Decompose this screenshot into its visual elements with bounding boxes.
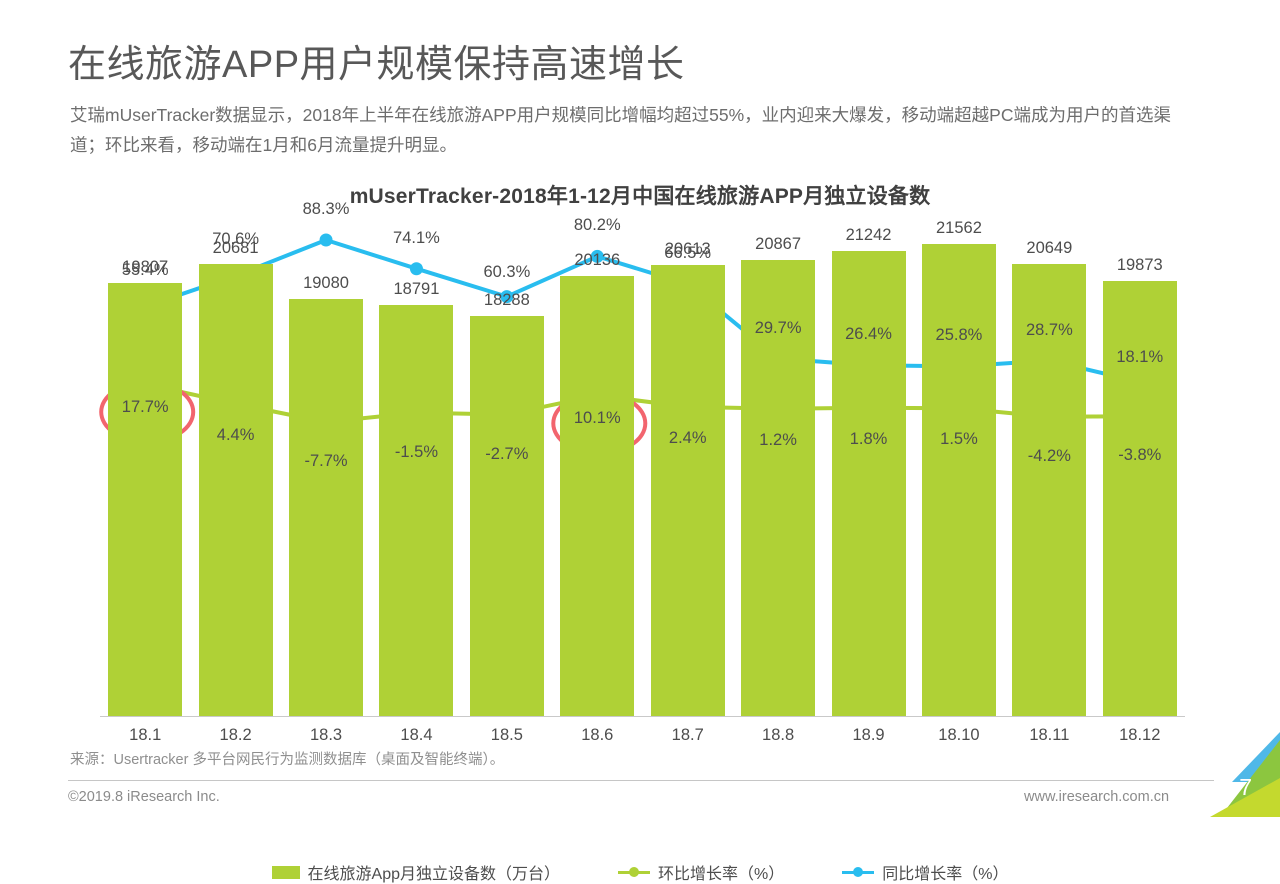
legend-bar-swatch-icon [271,865,300,879]
yoy-value-label: 25.8% [935,326,983,345]
bar-value-label: 19873 [1116,256,1163,275]
x-axis-label-18.8: 18.8 [762,726,795,744]
chart-plot-area: 19807 18.1 20681 18.2 19080 18.3 18791 18.4 1828… [99,200,1185,744]
yoy-data-point [409,262,423,276]
legend-label: 同比增长率（%） [882,866,1009,883]
bar-value-label: 19080 [303,273,349,292]
bar-18.9 [831,251,906,716]
legend-item-0[interactable]: 在线旅游App月独立设备数（万台） [271,860,560,884]
bar-18.1 [108,282,183,716]
bar-value-label: 20681 [212,238,259,257]
bar-18.4 [379,305,454,716]
yoy-value-label: 80.2% [573,216,621,235]
bar-value-label: 21562 [936,219,982,238]
yoy-value-label: 88.3% [302,200,350,218]
yoy-data-point [590,249,604,263]
yoy-value-label: 29.7% [754,318,802,337]
mom-value-label: -2.7% [485,444,529,463]
x-axis-label-18.11: 18.11 [1029,726,1070,744]
legend-line-swatch-icon [618,866,650,878]
x-axis-label-18.6: 18.6 [581,726,614,744]
bar-18.8 [741,259,816,716]
mom-value-label: 1.5% [940,430,978,449]
bar-18.11 [1012,264,1087,716]
bar-value-label: 21242 [845,226,892,245]
bar-value-label: 18791 [393,280,440,299]
chart-container: mUserTracker-2018年1-12月中国在线旅游APP月独立设备数 1… [0,160,1280,883]
legend-line-swatch-icon [842,866,875,878]
bar-18.5 [469,316,544,716]
page-subtitle: 艾瑞mUserTracker数据显示，2018年上半年在线旅游APP用户规模同比… [70,104,1171,155]
website-text: www.iresearch.com.cn [1024,789,1170,805]
mom-value-label: 1.8% [849,429,888,448]
legend-item-1[interactable]: 环比增长率（%） [618,860,784,884]
mom-value-label: 17.7% [121,398,169,416]
yoy-value-label: 70.6% [212,229,259,248]
mom-value-label: -7.7% [304,452,348,470]
x-axis-label-18.9: 18.9 [852,726,885,744]
bar-value-label: 18288 [483,291,530,310]
yoy-value-label: 55.4% [121,260,169,279]
x-axis-label-18.2: 18.2 [219,726,252,744]
copyright-text: ©2019.8 iResearch Inc. [68,789,220,805]
footer-divider [68,780,1214,781]
yoy-value-label: 60.3% [483,262,531,281]
yoy-value-label: 28.7% [1025,320,1073,339]
mom-value-label: 10.1% [573,409,621,428]
x-axis-label-18.4: 18.4 [400,726,433,744]
mom-value-label: 4.4% [216,425,255,444]
bar-18.3 [289,298,364,716]
slide: 在线旅游APP用户规模保持高速增长 艾瑞mUserTracker数据显示，201… [0,44,1280,883]
bar-18.10 [921,244,996,716]
yoy-value-label: 26.4% [845,325,892,344]
yoy-value-label: 74.1% [393,228,440,247]
bar-value-label: 20613 [664,240,711,259]
page-title: 在线旅游APP用户规模保持高速增长 [68,44,685,87]
x-axis-label-18.1: 18.1 [129,726,162,744]
x-axis-label-18.5: 18.5 [490,726,523,744]
bar-value-label: 20867 [755,234,802,253]
legend-item-2[interactable]: 同比增长率（%） [842,860,1008,884]
source-note: 来源：Usertracker 多平台网民行为监测数据库（桌面及智能终端）。 [70,752,505,768]
x-axis-label-18.3: 18.3 [309,726,343,744]
bar-18.12 [1102,281,1177,716]
chart-title: mUserTracker-2018年1-12月中国在线旅游APP月独立设备数 [349,185,931,208]
mom-value-label: 2.4% [668,428,707,447]
bar-18.7 [650,265,725,716]
mom-value-label: -4.2% [1027,446,1071,465]
legend-label: 在线旅游App月独立设备数（万台） [307,866,560,883]
mom-value-label: 1.2% [759,430,797,449]
bar-value-label: 19807 [122,257,169,276]
bar-18.2 [198,263,273,716]
mom-value-label: -1.5% [394,442,438,461]
yoy-value-label: 66.5% [664,244,712,263]
page-number: 7 [1239,774,1252,800]
mom-value-label: -3.8% [1118,446,1162,465]
x-axis-label-18.12: 18.12 [1119,726,1161,744]
legend-label: 环比增长率（%） [658,866,785,883]
x-axis-line [100,716,1185,717]
chart-legend: 在线旅游App月独立设备数（万台） 环比增长率（%） 同比增长率（%） [0,860,1280,884]
bar-18.6 [560,275,635,716]
x-axis-label-18.7: 18.7 [671,726,704,744]
yoy-data-point [500,290,514,304]
bar-value-label: 20136 [574,250,621,269]
yoy-data-point [319,233,333,247]
x-axis-label-18.10: 18.10 [938,726,980,744]
bar-value-label: 20649 [1026,239,1073,258]
yoy-value-label: 18.1% [1116,348,1164,366]
corner-decoration [1210,732,1280,817]
